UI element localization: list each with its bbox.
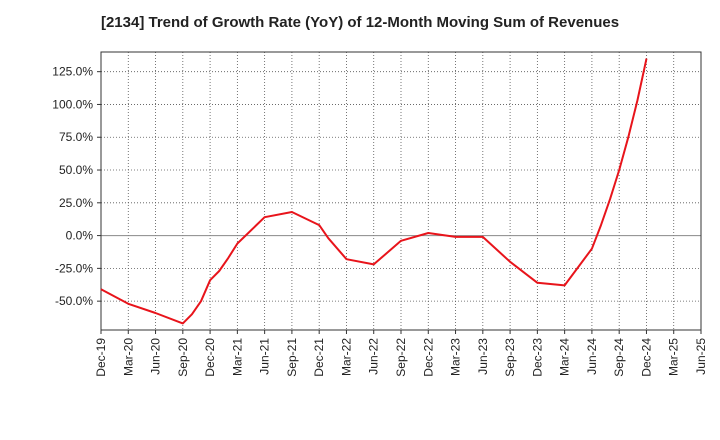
x-tick-label: Sep-22 (394, 338, 408, 377)
y-tick-label: 50.0% (59, 163, 93, 177)
y-tick-label: 100.0% (52, 97, 93, 111)
x-tick-label: Dec-23 (530, 338, 544, 377)
y-tick-label: 125.0% (52, 65, 93, 79)
x-tick-label: Dec-20 (203, 338, 217, 377)
x-tick-label: Dec-22 (421, 338, 435, 377)
x-tick-label: Sep-20 (176, 338, 190, 377)
x-tick-label: Jun-20 (149, 338, 163, 375)
x-tick-label: Mar-23 (449, 338, 463, 376)
x-tick-label: Mar-25 (667, 338, 681, 376)
chart-title: [2134] Trend of Growth Rate (YoY) of 12-… (100, 14, 620, 31)
y-tick-label: -50.0% (55, 294, 93, 308)
x-tick-label: Jun-23 (476, 338, 490, 375)
x-tick-label: Mar-24 (558, 338, 572, 376)
x-tick-label: Jun-24 (585, 338, 599, 375)
x-tick-label: Mar-21 (230, 338, 244, 376)
y-tick-label: 25.0% (59, 196, 93, 210)
x-tick-label: Jun-25 (694, 338, 708, 375)
x-tick-label: Mar-22 (339, 338, 353, 376)
x-tick-label: Sep-24 (612, 338, 626, 377)
x-tick-label: Mar-20 (121, 338, 135, 376)
y-tick-label: 75.0% (59, 130, 93, 144)
y-tick-label: -25.0% (55, 261, 93, 275)
x-tick-label: Dec-21 (312, 338, 326, 377)
y-tick-label: 0.0% (66, 229, 94, 243)
x-tick-label: Sep-21 (285, 338, 299, 377)
x-tick-label: Dec-19 (94, 338, 108, 377)
growth-rate-line (100, 58, 648, 325)
x-tick-label: Jun-21 (258, 338, 272, 375)
x-tick-label: Dec-24 (639, 338, 653, 377)
x-tick-label: Sep-23 (503, 338, 517, 377)
x-tick-label: Jun-22 (367, 338, 381, 375)
